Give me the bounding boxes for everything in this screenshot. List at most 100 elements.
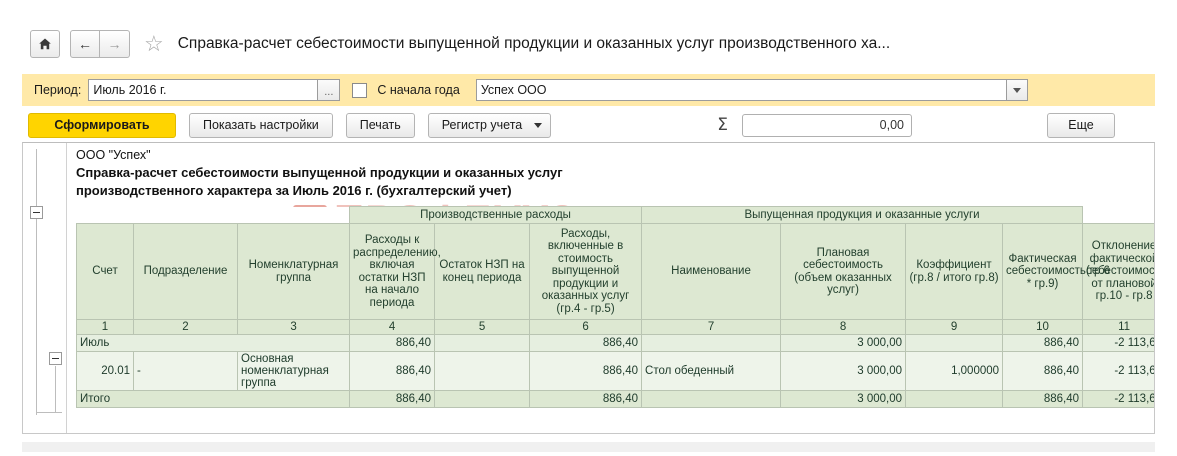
forward-button[interactable]: → — [100, 30, 130, 58]
generate-button[interactable]: Сформировать — [28, 112, 176, 138]
cell-name: Стол обеденный — [641, 351, 782, 391]
cell-costs-to-distribute: 886,40 — [349, 351, 436, 391]
col-number-11: 11 — [1082, 319, 1154, 335]
cell-costs-included: 886,40 — [529, 351, 643, 391]
cell-actual-cost: 886,40 — [1002, 334, 1084, 352]
back-icon: ← — [78, 36, 92, 52]
title-bar: ← → ☆ Справка-расчет себестоимости выпущ… — [22, 22, 1155, 66]
col-header-planned-cost: Плановая себестоимость (объем оказанных … — [780, 223, 907, 320]
col-number-4: 4 — [349, 319, 436, 335]
accounting-register-label: Регистр учета — [441, 118, 523, 132]
outline-line-bottom — [36, 412, 62, 413]
cell-deviation: -2 113,60 — [1082, 334, 1154, 352]
cell-total-coefficient — [905, 390, 1004, 408]
cell-coefficient: 1,000000 — [905, 351, 1004, 391]
col-header-name: Наименование — [641, 223, 782, 320]
period-picker-button[interactable]: ... — [318, 79, 341, 101]
report-table: Производственные расходы Выпущенная прод… — [75, 206, 1154, 408]
cell-actual-cost: 886,40 — [1002, 351, 1084, 391]
table-column-number-row: 1 2 3 4 5 6 7 8 9 10 11 — [76, 319, 1154, 335]
home-icon[interactable] — [30, 30, 60, 58]
cell-total-planned-cost: 3 000,00 — [780, 390, 907, 408]
table-row-total[interactable]: Итого 886,40 886,40 3 000,00 886,40 -2 1… — [75, 390, 1154, 408]
col-number-5: 5 — [434, 319, 531, 335]
cell-wip-end — [434, 351, 531, 391]
cell-total-wip-end — [434, 390, 531, 408]
outline-line-level2 — [55, 366, 56, 412]
document-title-line2: производственного характера за Июль 2016… — [76, 183, 512, 198]
cell-total-costs-to-distribute: 886,40 — [349, 390, 436, 408]
col-header-coefficient: Коэффициент (гр.8 / итого гр.8) — [905, 223, 1004, 320]
group-header-output-products: Выпущенная продукция и оказанные услуги — [641, 206, 1084, 224]
organization-input[interactable]: Успех ООО — [475, 79, 1007, 101]
outline-toggle-level1[interactable] — [30, 206, 43, 219]
report-body: ООО "Успех" Справка-расчет себестоимости… — [68, 143, 1154, 433]
sum-value-field[interactable]: 0,00 — [742, 113, 913, 137]
col-number-1: 1 — [76, 319, 134, 335]
cell-total-name — [641, 390, 782, 408]
cell-wip-end — [434, 334, 531, 352]
sum-sigma-icon: Σ — [717, 115, 729, 135]
group-header-empty-right — [1082, 206, 1154, 224]
period-label: Период: — [34, 83, 82, 97]
cell-account: 20.01 — [76, 351, 134, 391]
cell-division: - — [133, 351, 238, 391]
col-number-10: 10 — [1002, 319, 1084, 335]
cell-deviation: -2 113,60 — [1082, 351, 1154, 391]
cell-total-deviation: -2 113,60 — [1082, 390, 1154, 408]
document-title-line1: Справка-расчет себестоимости выпущенной … — [76, 165, 563, 180]
forward-icon: → — [107, 36, 122, 52]
period-input[interactable]: Июль 2016 г. — [88, 79, 319, 101]
cell-item-group: Основная номенклатурная группа — [236, 351, 351, 391]
table-row[interactable]: Июль 886,40 886,40 3 000,00 886,40 -2 11… — [75, 334, 1154, 352]
col-number-2: 2 — [133, 319, 238, 335]
col-header-account: Счет — [76, 223, 134, 320]
period-bar: Период: Июль 2016 г. ... С начала года У… — [22, 74, 1155, 106]
cell-costs-included: 886,40 — [529, 334, 643, 352]
from-year-start-checkbox[interactable] — [352, 82, 368, 98]
print-button[interactable]: Печать — [345, 112, 415, 138]
report-toolbar: Сформировать Показать настройки Печать Р… — [22, 110, 1155, 140]
col-header-item-group: Номенклатурная группа — [236, 223, 351, 320]
report-area: ПРОФБУХ8.ру ОНЛАЙН-СЕМИНАРЫ И ВИДЕОКУРСЫ… — [22, 142, 1155, 434]
col-number-9: 9 — [905, 319, 1004, 335]
group-header-production-costs: Производственные расходы — [349, 206, 643, 224]
document-organization: ООО "Успех" — [76, 148, 151, 162]
nav-button-group: ← → — [70, 30, 130, 58]
col-header-costs-included: Расходы, включенные в стоимость выпущенн… — [529, 223, 643, 320]
back-button[interactable]: ← — [70, 30, 100, 58]
outline-line-level1 — [36, 220, 37, 413]
group-header-empty-left — [76, 206, 350, 224]
cell-coefficient — [905, 334, 1004, 352]
chevron-down-icon — [1012, 87, 1021, 93]
page-title: Справка-расчет себестоимости выпущенной … — [177, 35, 891, 52]
cell-planned-cost: 3 000,00 — [780, 334, 907, 352]
accounting-register-button[interactable]: Регистр учета — [427, 112, 552, 138]
col-number-8: 8 — [780, 319, 907, 335]
outline-toggle-level2[interactable] — [49, 352, 62, 365]
more-button[interactable]: Еще — [1047, 112, 1116, 138]
cell-planned-cost: 3 000,00 — [780, 351, 907, 391]
favorite-star-icon[interactable]: ☆ — [144, 31, 164, 56]
col-header-actual-cost: Фактическая себестоимость(гр.6 * гр.9) — [1002, 223, 1110, 320]
cell-total-costs-included: 886,40 — [529, 390, 643, 408]
outline-gutter — [23, 143, 67, 433]
chevron-down-icon — [534, 122, 543, 128]
organization-dropdown-button[interactable] — [1006, 79, 1028, 101]
table-row[interactable]: 20.01 - Основная номенклатурная группа 8… — [76, 351, 1154, 391]
cell-name — [641, 334, 782, 352]
cell-total-label: Итого — [75, 390, 351, 408]
cell-total-actual-cost: 886,40 — [1002, 390, 1084, 408]
col-number-3: 3 — [236, 319, 351, 335]
show-settings-button[interactable]: Показать настройки — [189, 112, 333, 138]
cell-period-group: Июль — [75, 334, 351, 352]
col-header-wip-end: Остаток НЗП на конец периода — [434, 223, 531, 320]
col-header-division: Подразделение — [133, 223, 238, 320]
table-header-row: Счет Подразделение Номенклатурная группа… — [76, 223, 1154, 320]
from-year-start-label: С начала года — [377, 83, 460, 97]
table-group-header-row: Производственные расходы Выпущенная прод… — [76, 206, 1154, 224]
col-number-6: 6 — [529, 319, 643, 335]
col-header-costs-to-distribute: Расходы к распределению, включая остатки… — [349, 223, 441, 320]
horizontal-scrollbar[interactable] — [22, 442, 1155, 452]
